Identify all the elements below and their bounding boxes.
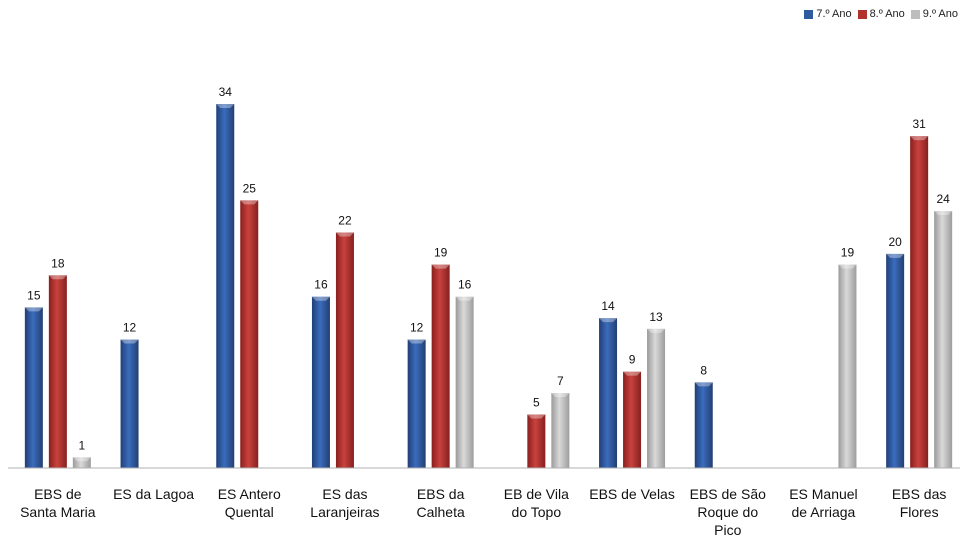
value-label-7ano-0: 15 bbox=[27, 288, 41, 302]
category-label-9: EBS das Flores bbox=[891, 486, 947, 520]
bar-7ano-1 bbox=[120, 339, 139, 468]
legend-item-7ano: 7.º Ano bbox=[804, 8, 852, 20]
bar-8ano-9 bbox=[910, 136, 929, 468]
value-label-9ano-0: 1 bbox=[79, 438, 86, 452]
bar-8ano-3 bbox=[335, 232, 354, 468]
legend-label-9ano: 9.º Ano bbox=[922, 8, 958, 20]
legend-swatch-8ano bbox=[857, 9, 867, 19]
value-label-8ano-2: 25 bbox=[243, 181, 257, 195]
value-label-7ano-9: 20 bbox=[888, 235, 902, 249]
legend-item-8ano: 8.º Ano bbox=[857, 8, 905, 20]
value-label-9ano-9: 24 bbox=[936, 192, 950, 206]
bar-9ano-4 bbox=[455, 296, 474, 468]
value-label-8ano-5: 5 bbox=[533, 395, 540, 409]
value-labels-group: 15 18 1 12 34 25 16 22 12 19 16 5 7 14 9 13 8 19 20 31 24 bbox=[27, 85, 950, 452]
bar-9ano-5 bbox=[551, 393, 570, 468]
bar-9ano-0 bbox=[72, 457, 91, 468]
category-label-3: ES das Laranjeiras bbox=[310, 486, 380, 520]
value-label-7ano-1: 12 bbox=[123, 321, 137, 335]
value-label-7ano-3: 16 bbox=[314, 278, 328, 292]
value-label-9ano-4: 16 bbox=[458, 278, 472, 292]
category-label-1: ES da Lagoa bbox=[113, 486, 195, 502]
category-label-7: EBS de São Roque do Pico bbox=[689, 486, 766, 538]
value-label-7ano-2: 34 bbox=[219, 85, 233, 99]
bar-9ano-9 bbox=[934, 211, 953, 468]
bar-9ano-6 bbox=[647, 328, 666, 468]
category-label-4: EBS da Calheta bbox=[416, 486, 465, 520]
value-label-7ano-4: 12 bbox=[410, 321, 424, 335]
category-label-6: EBS de Velas bbox=[589, 486, 675, 502]
bar-7ano-6 bbox=[599, 318, 618, 468]
bar-7ano-0 bbox=[24, 307, 43, 468]
legend: 7.º Ano 8.º Ano 9.º Ano bbox=[804, 8, 958, 20]
legend-swatch-7ano bbox=[804, 9, 814, 19]
legend-label-8ano: 8.º Ano bbox=[869, 8, 905, 20]
bar-7ano-4 bbox=[407, 339, 426, 468]
legend-item-9ano: 9.º Ano bbox=[910, 8, 958, 20]
value-label-9ano-6: 13 bbox=[649, 310, 663, 324]
value-label-8ano-0: 18 bbox=[51, 256, 65, 270]
value-label-9ano-8: 19 bbox=[841, 246, 855, 260]
value-label-8ano-3: 22 bbox=[338, 213, 352, 227]
bar-8ano-2 bbox=[240, 200, 259, 468]
value-label-7ano-6: 14 bbox=[601, 299, 615, 313]
value-label-8ano-6: 9 bbox=[629, 353, 636, 367]
bar-8ano-4 bbox=[431, 264, 450, 468]
legend-label-7ano: 7.º Ano bbox=[816, 8, 852, 20]
value-label-8ano-9: 31 bbox=[912, 117, 926, 131]
category-label-5: EB de Vila do Topo bbox=[503, 486, 569, 520]
bar-7ano-9 bbox=[886, 253, 905, 468]
value-label-7ano-7: 8 bbox=[700, 363, 707, 377]
category-label-0: EBS de Santa Maria bbox=[20, 486, 96, 520]
bar-8ano-5 bbox=[527, 414, 546, 468]
category-label-8: ES Manuel de Arriaga bbox=[789, 486, 858, 520]
legend-swatch-9ano bbox=[910, 9, 920, 19]
bar-9ano-8 bbox=[838, 264, 857, 468]
bars-group bbox=[24, 104, 953, 468]
value-label-9ano-5: 7 bbox=[557, 374, 564, 388]
bar-8ano-6 bbox=[623, 371, 642, 468]
value-label-8ano-4: 19 bbox=[434, 246, 448, 260]
bar-7ano-7 bbox=[694, 382, 713, 468]
bar-7ano-3 bbox=[311, 296, 330, 468]
bar-7ano-2 bbox=[216, 104, 235, 468]
bar-8ano-0 bbox=[48, 275, 67, 468]
category-label-2: ES Antero Quental bbox=[217, 486, 281, 520]
